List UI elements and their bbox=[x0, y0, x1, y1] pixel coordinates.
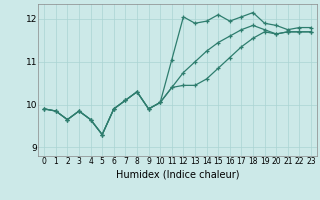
X-axis label: Humidex (Indice chaleur): Humidex (Indice chaleur) bbox=[116, 169, 239, 179]
